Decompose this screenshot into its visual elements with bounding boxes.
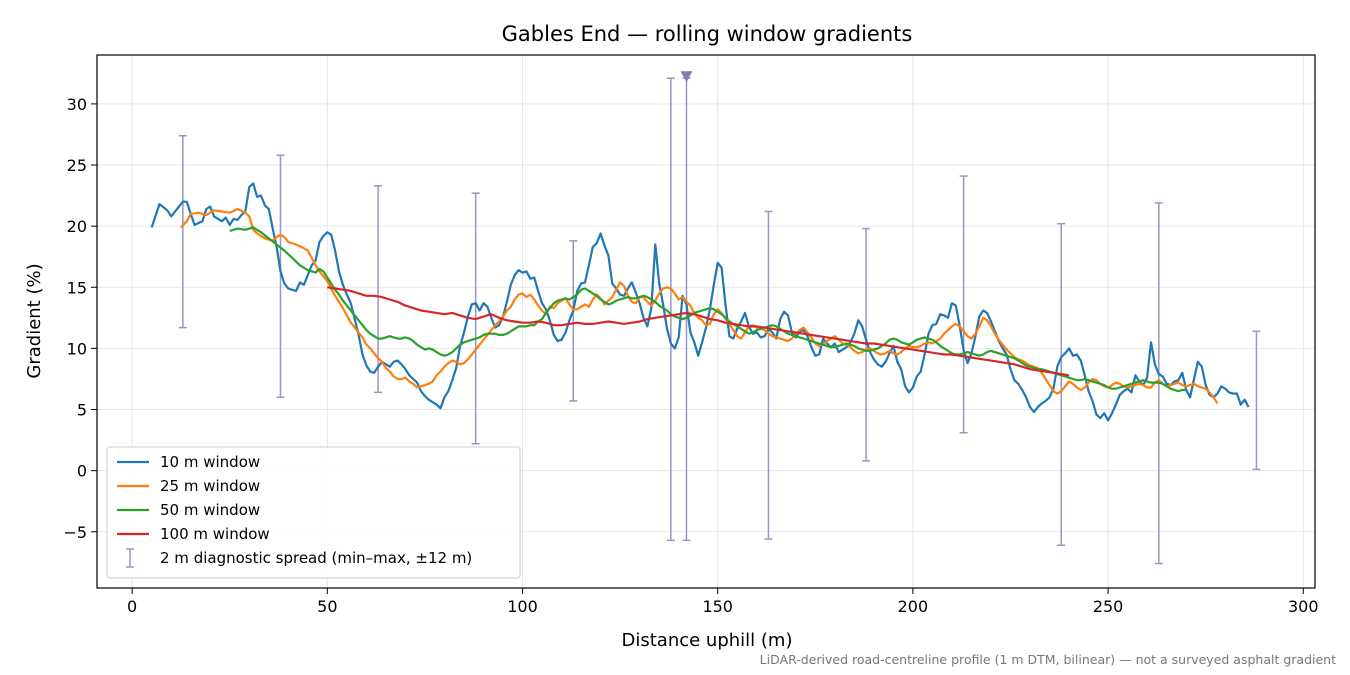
x-tick-label: 50 — [317, 597, 337, 616]
y-tick-label: 15 — [67, 278, 87, 297]
y-tick-label: −5 — [63, 523, 87, 542]
diagnostic-spread-bar — [1252, 330, 1261, 471]
x-tick-label: 100 — [507, 597, 538, 616]
x-tick-label: 150 — [702, 597, 733, 616]
x-axis-label: Distance uphill (m) — [622, 630, 793, 651]
legend-box — [106, 446, 521, 579]
y-tick-label: 30 — [67, 95, 87, 114]
legend: 10 m window 25 m window 50 m window 100 m w… — [106, 446, 521, 579]
x-tick-label: 0 — [127, 597, 137, 616]
y-tick-label: 20 — [67, 217, 87, 236]
y-axis-label: Gradient (%) — [24, 263, 45, 378]
legend-label: 100 m window — [160, 525, 270, 543]
series-line-3 — [229, 226, 1187, 393]
x-tick-label: 300 — [1288, 597, 1319, 616]
legend-label: 10 m window — [160, 453, 260, 471]
y-tick-label: 10 — [67, 339, 87, 358]
series-line-4 — [327, 286, 1070, 377]
legend-swatch — [126, 548, 134, 568]
diagnostic-spread-bar — [959, 175, 968, 434]
diagnostic-spread-bar — [1057, 222, 1066, 546]
y-tick-label: 25 — [67, 156, 87, 175]
diagnostic-spread-bar — [862, 227, 871, 462]
clipped-value-marker — [680, 71, 693, 83]
x-tick-label: 200 — [898, 597, 929, 616]
legend-label: 2 m diagnostic spread (min–max, ±12 m) — [160, 549, 472, 567]
diagnostic-spread-bar — [666, 77, 675, 542]
y-tick-label: 5 — [77, 401, 87, 420]
legend-label: 50 m window — [160, 501, 260, 519]
plot-frame — [96, 54, 1316, 589]
diagnostic-spread-bar — [276, 154, 285, 399]
series-line-1 — [150, 182, 1250, 422]
chart-title: Gables End — rolling window gradients — [502, 22, 913, 46]
legend-label: 25 m window — [160, 477, 260, 495]
diagnostic-spread-bar — [764, 210, 773, 540]
footnote: LiDAR-derived road-centreline profile (1… — [760, 652, 1336, 667]
diagnostic-spread-bar — [178, 134, 187, 329]
y-tick-label: 0 — [77, 462, 87, 481]
diagnostic-spread-bar — [569, 240, 578, 402]
x-tick-label: 250 — [1093, 597, 1124, 616]
